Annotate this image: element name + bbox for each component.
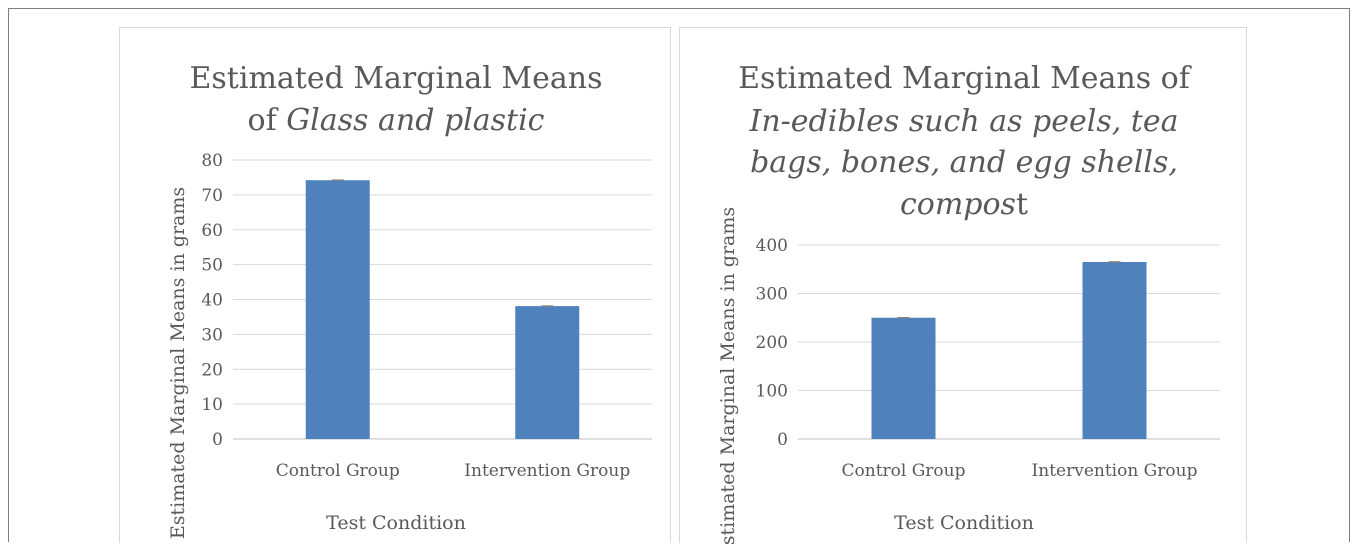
y-tick-label: 200 [756, 333, 788, 353]
x-tick-label: Control Group [276, 461, 400, 481]
chart-svg-inedibles-compost: Estimated Marginal Means of In-edibles s… [717, 61, 1220, 544]
y-tick-label: 400 [756, 236, 788, 256]
y-tick-label: 60 [201, 221, 223, 241]
y-tick-label: 40 [201, 291, 223, 311]
y-tick-label: 50 [201, 256, 223, 276]
y-axis-label: Estimated Marginal Means in grams [717, 207, 739, 544]
chart-title-line2: In-edibles such as peels, tea [748, 104, 1178, 139]
x-axis-label: Test Condition [894, 512, 1034, 534]
y-tick-label: 30 [201, 325, 223, 345]
bars [871, 261, 1147, 439]
gridlines [798, 244, 1220, 440]
chart-title-prefix: of [248, 103, 287, 138]
y-tick-label: 100 [756, 382, 788, 402]
chart-panel-glass-plastic: Estimated Marginal Means of Glass and pl… [119, 27, 671, 543]
x-tick-label: Control Group [842, 461, 966, 481]
figure-frame: Estimated Marginal Means of Glass and pl… [8, 8, 1350, 544]
chart-svg-glass-plastic: Estimated Marginal Means of Glass and pl… [167, 61, 652, 539]
chart-panel-inedibles-compost: Estimated Marginal Means of In-edibles s… [679, 27, 1247, 544]
bar [515, 306, 580, 439]
bar [1082, 261, 1147, 439]
chart-title-line2: of Glass and plastic [248, 103, 545, 138]
x-tick-label: Intervention Group [1032, 461, 1198, 481]
y-tick-label: 20 [201, 360, 223, 380]
chart-title-italic: compos [900, 187, 1016, 222]
y-tick-labels: 0 10 20 30 40 50 60 70 80 [201, 151, 223, 450]
chart-title-line3: bags, bones, and egg shells, [750, 145, 1178, 180]
y-tick-label: 300 [756, 285, 788, 305]
chart-title-italic: Glass and plastic [286, 103, 544, 138]
x-tick-labels: Control Group Intervention Group [842, 461, 1198, 481]
y-tick-labels: 0 100 200 300 400 [756, 236, 788, 450]
chart-title-line1: Estimated Marginal Means of [738, 61, 1192, 96]
y-tick-label: 80 [201, 151, 223, 171]
y-axis-label: Estimated Marginal Means in grams [167, 187, 189, 539]
bars [305, 179, 580, 440]
y-tick-label: 10 [201, 395, 223, 415]
gridlines [233, 159, 652, 440]
bar [305, 180, 370, 440]
y-tick-label: 70 [201, 186, 223, 206]
y-tick-label: 0 [777, 430, 788, 450]
chart-title-line4: compost [900, 187, 1028, 222]
x-tick-label: Intervention Group [464, 461, 630, 481]
y-tick-label: 0 [212, 430, 223, 450]
x-axis-label: Test Condition [326, 512, 466, 534]
x-tick-labels: Control Group Intervention Group [276, 461, 631, 481]
bar [871, 317, 936, 439]
chart-title-suffix: t [1016, 187, 1028, 222]
chart-title-line1: Estimated Marginal Means [190, 61, 603, 96]
